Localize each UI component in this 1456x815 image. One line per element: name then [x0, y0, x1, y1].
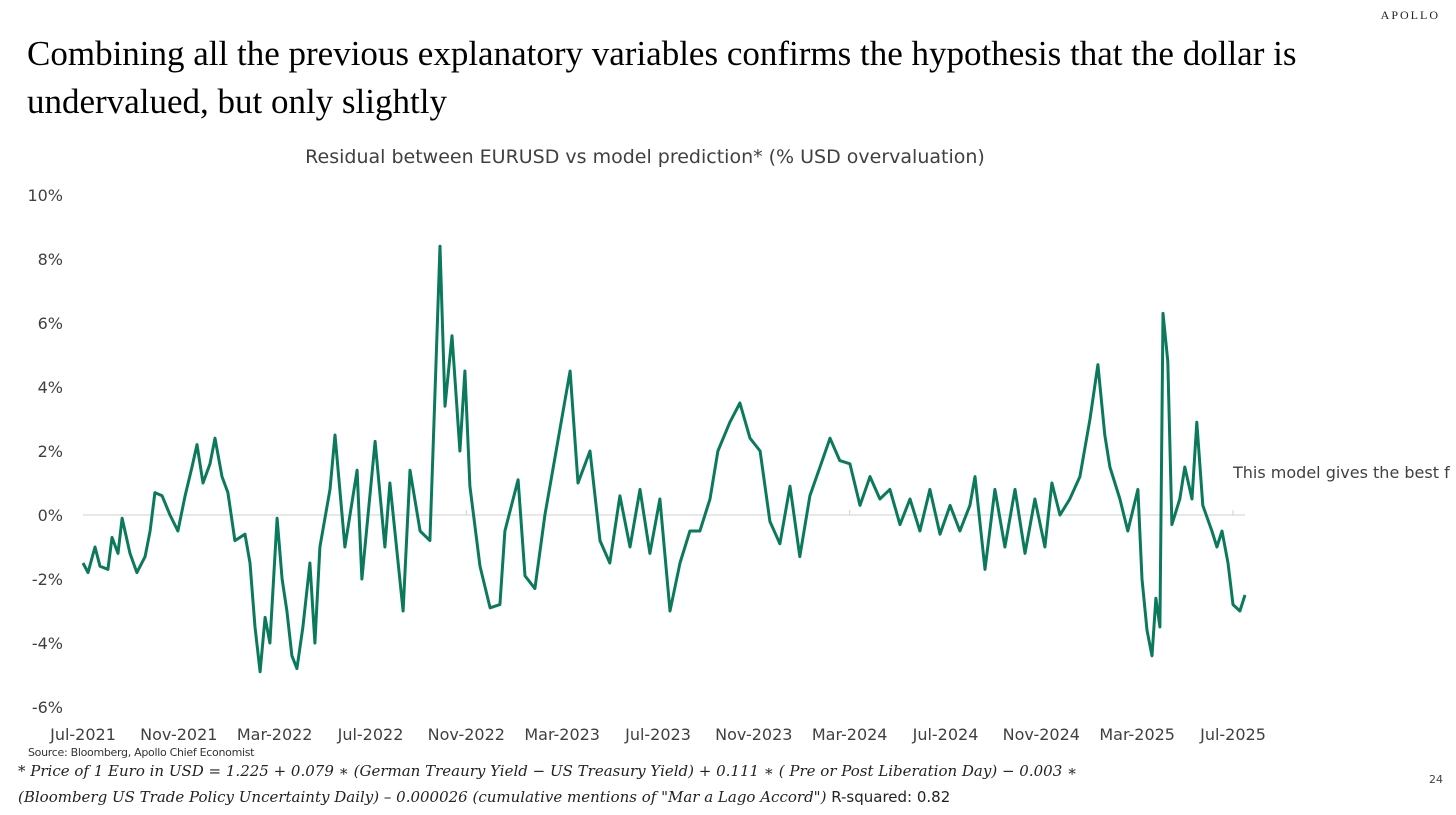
x-tick-label: Mar-2025	[1099, 725, 1175, 744]
x-tick-label: Mar-2023	[524, 725, 600, 744]
y-tick-label: 4%	[38, 378, 63, 397]
y-tick-label: 6%	[38, 314, 63, 333]
formula-line-1: * Price of 1 Euro in USD = 1.225 + 0.079…	[18, 762, 1078, 780]
r-squared: R-squared: 0.82	[831, 788, 951, 806]
x-tick-label: Nov-2021	[140, 725, 217, 744]
x-tick-label: Mar-2024	[812, 725, 888, 744]
x-tick-label: Jul-2022	[337, 725, 404, 744]
apollo-logo: APOLLO	[1380, 8, 1440, 22]
source-note: Source: Bloomberg, Apollo Chief Economis…	[28, 746, 255, 759]
y-tick-label: 2%	[38, 442, 63, 461]
x-tick-label: Jul-2023	[624, 725, 691, 744]
x-tick-label: Jul-2025	[1199, 725, 1266, 744]
y-tick-label: 10%	[27, 186, 63, 205]
annotation-text: This model gives the best f	[1233, 463, 1450, 482]
formula-line-2: (Bloomberg US Trade Policy Uncertainty D…	[18, 788, 950, 806]
y-tick-label: 8%	[38, 250, 63, 269]
x-tick-label: Nov-2024	[1003, 725, 1080, 744]
formula-line-2-text: (Bloomberg US Trade Policy Uncertainty D…	[18, 788, 827, 806]
y-tick-label: 0%	[38, 506, 63, 525]
y-axis: -6% -4% -2% 0% 2% 4% 6% 8% 10%	[27, 186, 63, 717]
y-tick-label: -2%	[32, 570, 63, 589]
x-axis: Jul-2021 Nov-2021 Mar-2022 Jul-2022 Nov-2022…	[49, 510, 1266, 744]
x-tick-label: Nov-2023	[715, 725, 792, 744]
series-line-residual	[81, 244, 1247, 674]
y-tick-label: -4%	[32, 634, 63, 653]
x-tick-label: Mar-2022	[237, 725, 313, 744]
x-tick-label: Nov-2022	[428, 725, 505, 744]
slide-title: Combining all the previous explanatory v…	[27, 34, 1297, 121]
page-number: 24	[1429, 773, 1443, 786]
y-tick-label: -6%	[32, 698, 63, 717]
x-tick-label: Jul-2021	[49, 725, 116, 744]
x-tick-label: Jul-2024	[912, 725, 979, 744]
chart-title: Residual between EURUSD vs model predict…	[305, 146, 985, 168]
